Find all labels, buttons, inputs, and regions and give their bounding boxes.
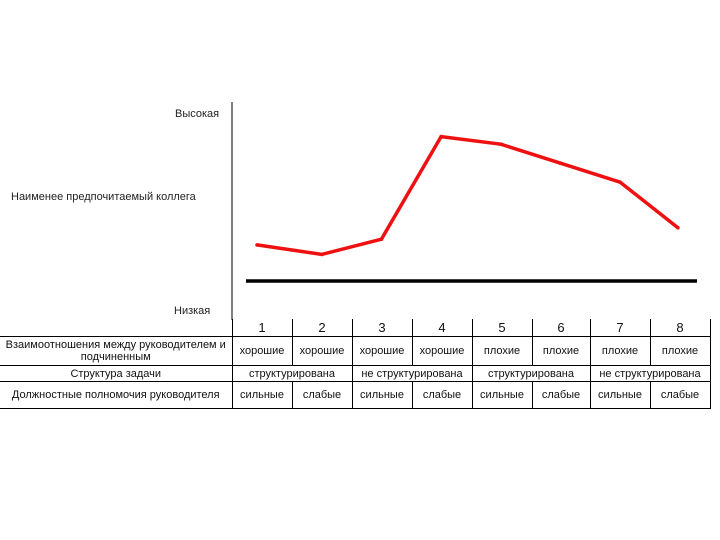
table-row-relations: Взаимоотношения между руководителем и по… [0, 336, 711, 366]
row-label-task-structure: Структура задачи [0, 365, 232, 382]
table-cell: структурирована [471, 365, 590, 382]
row-label-position-power: Должностные полномочия руководителя [0, 381, 232, 409]
table-cell: хорошие [411, 336, 472, 366]
table-cell: не структурирована [351, 365, 472, 382]
data-point [618, 180, 622, 184]
table-cell: хорошие [231, 336, 292, 366]
y-label-low: Низкая [174, 305, 211, 317]
x-tick-label: 5 [471, 319, 532, 337]
table-cell: слабые [291, 381, 352, 409]
data-point [499, 142, 503, 146]
data-point [439, 134, 443, 139]
y-label-middle: Наименее предпочитаемый коллега [11, 191, 196, 203]
table-cell: сильные [351, 381, 412, 409]
table-cell: плохие [649, 336, 711, 366]
x-tick-label: 7 [589, 319, 650, 337]
data-point [558, 161, 563, 165]
x-tick-label: 6 [531, 319, 590, 337]
table-corner [0, 319, 232, 337]
table-cell: плохие [531, 336, 590, 366]
y-label-high: Высокая [175, 108, 220, 120]
table-row-position-power: Должностные полномочия руководителя силь… [0, 381, 711, 409]
table-cell: хорошие [291, 336, 352, 366]
row-label-relations: Взаимоотношения между руководителем и по… [0, 336, 232, 366]
plot-area [246, 134, 697, 283]
data-point [379, 237, 384, 241]
table-cell: сильные [471, 381, 532, 409]
table-cell: слабые [649, 381, 711, 409]
table-cell: сильные [589, 381, 650, 409]
table-cell: структурирована [231, 365, 352, 382]
x-tick-label: 8 [649, 319, 711, 337]
data-point [676, 226, 680, 230]
table-cell: плохие [589, 336, 650, 366]
x-tick-label: 2 [291, 319, 352, 337]
table-cell: хорошие [351, 336, 412, 366]
data-point [255, 243, 259, 247]
table-cell: слабые [411, 381, 472, 409]
table-row-task-structure: Структура задачи структурирована не струк… [0, 365, 711, 382]
x-tick-label: 3 [351, 319, 412, 337]
data-point [319, 252, 324, 257]
table-cell: плохие [471, 336, 532, 366]
x-tick-label: 1 [231, 319, 292, 337]
table-cell: слабые [531, 381, 590, 409]
x-tick-label: 4 [411, 319, 472, 337]
table-cell: не структурирована [589, 365, 711, 382]
series-line [256, 134, 679, 257]
table-cell: сильные [231, 381, 292, 409]
